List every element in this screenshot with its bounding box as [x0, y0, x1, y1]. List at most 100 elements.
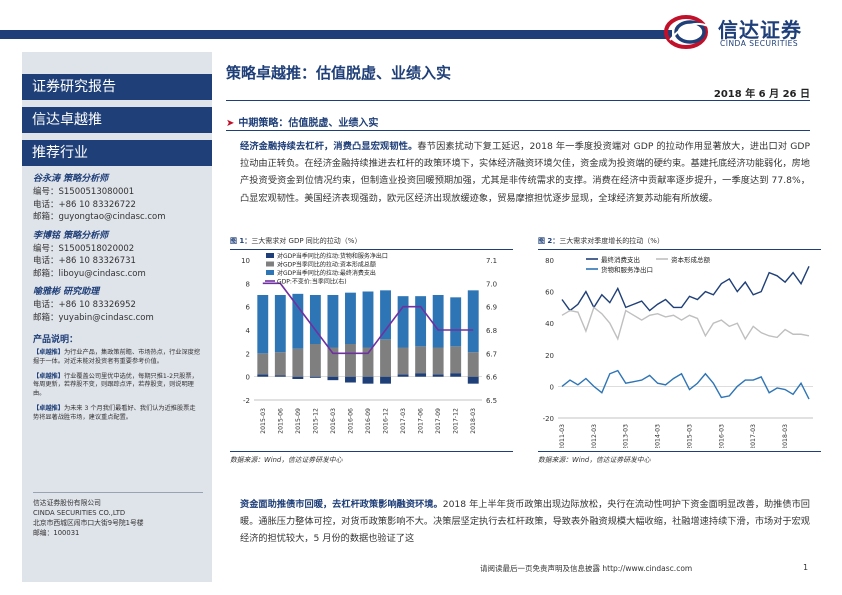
company-address: 北京市西城区闹市口大街9号院1号楼: [33, 519, 144, 527]
x-tick-label: 2012-03: [591, 424, 598, 448]
analyst-id: 编号：S1500518020002: [33, 243, 135, 254]
figure-2-bottom-rule: [538, 451, 821, 452]
figure-2-label: 图 2：: [538, 237, 560, 245]
section-divider: [226, 130, 810, 131]
title-divider: [226, 100, 810, 101]
x-tick-label: 2015-09: [295, 408, 302, 434]
product-desc-item: 【卓越推】为未来 3 个月我们最看好、我们认为近推股票走势将显著战胜市场，建议重…: [22, 405, 212, 423]
y-tick-label: 6: [246, 304, 251, 312]
report-title: 策略卓越推：估值脱虚、业绩入实: [226, 64, 452, 82]
x-tick-label: 2013-03: [623, 424, 630, 448]
x-tick-label: 2018-03: [782, 424, 789, 448]
series-line: [262, 282, 474, 355]
figure-1-source: 数据来源：Wind，信达证券研发中心: [230, 456, 343, 464]
bar: [397, 296, 409, 348]
company-divider: [33, 492, 203, 493]
x-tick-label: 2016-03: [718, 424, 725, 448]
analyst-id: 编号：S1500513080001: [33, 187, 135, 197]
y-tick-label: 10: [241, 257, 250, 265]
figure-1-top-rule: [230, 249, 513, 250]
product-desc-item: 【卓越推】行业覆盖公司里优中选优，每期只推1-2只股票，每周更新，若荐股不变，则…: [22, 373, 212, 399]
analyst-email[interactable]: 邮箱：liboyu@cindasc.com: [33, 268, 146, 279]
analyst-email[interactable]: 邮箱：yuyabin@cindasc.com: [33, 312, 154, 323]
paragraph-2-lead: 资金面助推债市回暖，去杠杆政策影响融资环境。: [240, 499, 443, 510]
x-tick-label: 2015-06: [277, 408, 284, 434]
cinda-logo-icon: [664, 15, 709, 49]
bar: [292, 348, 304, 377]
company-name-en: CINDA SECURITIES CO.,LTD: [33, 509, 126, 517]
y-tick-label: 8: [246, 280, 250, 288]
figure-2: 图 2：三大需求对季度增长的拉动（%） -20 0 20 40 60 80 2011-03 2…: [538, 235, 821, 464]
bar: [450, 297, 462, 347]
figure-2-top-rule: [538, 249, 821, 250]
y2-tick-label: 7.1: [486, 257, 497, 265]
company-name-cn: 信达证券股份有限公司: [33, 499, 101, 507]
bar: [257, 374, 269, 377]
y-tick-label: 60: [545, 289, 554, 297]
legend-swatch: [266, 261, 274, 267]
logo-text-en: CINDA SECURITIES: [720, 39, 799, 48]
y-tick-label: 0: [550, 383, 554, 391]
product-desc-text: 行业覆盖公司里优中选优，每期只推1-2只股票，每周更新，若荐股不变，则跟踪点评，…: [33, 372, 198, 398]
figure-2-chart: -20 0 20 40 60 80 2011-03 2012-03 2013-03 2014-03…: [543, 255, 813, 448]
legend-label: 货物和服务净出口: [601, 265, 653, 274]
x-tick-label: 2018-03: [470, 408, 477, 434]
y-tick-label: 2: [246, 350, 250, 358]
figure-1-caption: 图 1：三大需求对 GDP 同比的拉动（%）: [230, 235, 513, 247]
x-tick-label: 2011-03: [559, 424, 566, 448]
x-tick-label: 2017-12: [453, 408, 460, 434]
x-tick-label: 2015-12: [312, 408, 319, 434]
bar: [467, 352, 479, 377]
product-desc-text: 为行业产品，集政策前瞻、市场热点，行业深度挖掘于一体。对近未能对投资者有重要参考…: [33, 349, 201, 365]
figure-2-caption: 图 2：三大需求对季度增长的拉动（%）: [538, 235, 821, 247]
bar: [274, 295, 286, 353]
bar: [380, 290, 391, 340]
section-heading-text: 中期策略：估值脱虚、业绩入实: [238, 118, 379, 129]
y-tick-label: -20: [543, 415, 554, 423]
industry-heading: 推荐行业: [22, 140, 212, 166]
x-tick-label: 2016-12: [383, 408, 390, 434]
footer-disclaimer[interactable]: 请阅读最后一页免责声明及信息披露 http://www.cindasc.com: [480, 564, 693, 573]
y2-tick-label: 6.7: [486, 350, 497, 358]
bar: [345, 376, 356, 383]
product-desc-title: 产品说明：: [33, 335, 79, 345]
company-postcode: 邮编：100031: [33, 529, 80, 537]
figure-2-caption-text: 三大需求对季度增长的拉动（%）: [559, 237, 664, 245]
legend-swatch: [266, 253, 274, 258]
product-desc-tag: 【卓越推】: [33, 372, 64, 380]
bar: [432, 347, 444, 375]
bar: [327, 376, 339, 381]
bar: [309, 376, 321, 378]
x-tick-label: 2017-06: [418, 408, 425, 434]
cinda-logo: 信达证券 CINDA SECURITIES: [664, 12, 834, 52]
bar: [415, 296, 427, 347]
top-banner: 信达证券 CINDA SECURITIES: [0, 0, 842, 54]
figure-1: 图 1：三大需求对 GDP 同比的拉动（%） -2 0 2 4 6 8 10 6.5 6.6 6.…: [230, 235, 513, 464]
series-line: [561, 306, 810, 341]
analyst-email[interactable]: 邮箱：guyongtao@cindasc.com: [33, 212, 166, 222]
x-tick-label: 2017-09: [435, 408, 442, 434]
bar: [432, 374, 444, 377]
bar: [397, 374, 409, 377]
paragraph-1-lead: 经济金融持续去杠杆，消费凸显宏观韧性。: [240, 141, 418, 152]
x-tick-label: 2014-03: [655, 424, 662, 448]
figure-2-source: 数据来源：Wind，信达证券研发中心: [538, 456, 651, 464]
x-tick-label: 2017-03: [750, 424, 757, 448]
bar: [292, 293, 304, 349]
bar: [415, 373, 427, 377]
logo-text-cn: 信达证券: [718, 18, 802, 42]
figure-1-caption-text: 三大需求对 GDP 同比的拉动（%）: [251, 237, 362, 245]
x-tick-label: 2015-03: [686, 424, 693, 448]
y-tick-label: -2: [243, 397, 250, 405]
bar: [415, 346, 427, 374]
legend-label: 对GDP当季同比的拉动:货物和服务净出口: [277, 252, 388, 260]
x-tick-label: 2017-03: [400, 408, 407, 434]
y2-tick-label: 7.0: [486, 280, 497, 288]
paragraph-2: 资金面助推债市回暖，去杠杆政策影响融资环境。2018 年上半年货币政策出现边际放…: [240, 496, 810, 548]
figure-1-chart: -2 0 2 4 6 8 10 6.5 6.6 6.7 6.8 6.9 7.0 7.1 2015-03 201…: [241, 252, 498, 434]
page-number: 1: [803, 563, 809, 572]
analyst-name: 谷永涛 策略分析师: [33, 174, 109, 184]
paragraph-1: 经济金融持续去杠杆，消费凸显宏观韧性。春节因素扰动下复工延迟，2018 年一季度…: [240, 138, 810, 207]
company-info: 信达证券股份有限公司 CINDA SECURITIES CO.,LTD 北京市西…: [33, 492, 203, 538]
bar: [362, 347, 374, 377]
